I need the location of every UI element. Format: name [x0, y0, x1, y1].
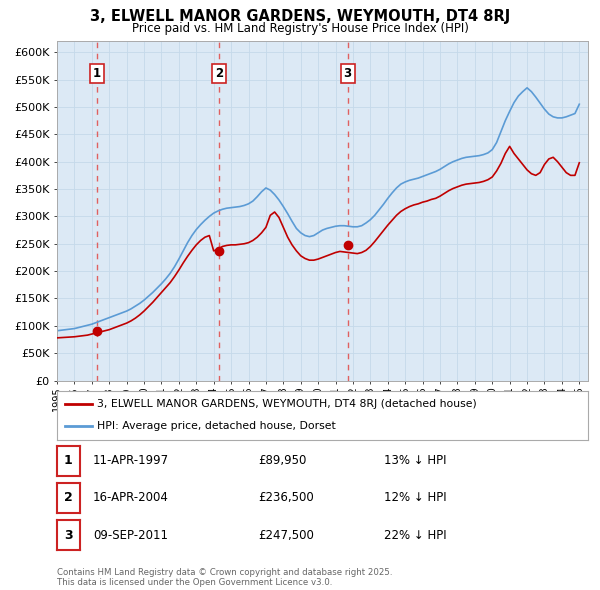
Text: 12% ↓ HPI: 12% ↓ HPI	[384, 491, 446, 504]
Text: 3, ELWELL MANOR GARDENS, WEYMOUTH, DT4 8RJ (detached house): 3, ELWELL MANOR GARDENS, WEYMOUTH, DT4 8…	[97, 399, 476, 409]
Text: 1: 1	[64, 454, 73, 467]
Text: 3: 3	[344, 67, 352, 80]
Text: 16-APR-2004: 16-APR-2004	[93, 491, 169, 504]
Text: £236,500: £236,500	[258, 491, 314, 504]
Text: 22% ↓ HPI: 22% ↓ HPI	[384, 529, 446, 542]
Text: £247,500: £247,500	[258, 529, 314, 542]
Text: 3, ELWELL MANOR GARDENS, WEYMOUTH, DT4 8RJ: 3, ELWELL MANOR GARDENS, WEYMOUTH, DT4 8…	[90, 9, 510, 24]
Text: 09-SEP-2011: 09-SEP-2011	[93, 529, 168, 542]
Text: HPI: Average price, detached house, Dorset: HPI: Average price, detached house, Dors…	[97, 421, 335, 431]
Text: 2: 2	[64, 491, 73, 504]
Text: Price paid vs. HM Land Registry's House Price Index (HPI): Price paid vs. HM Land Registry's House …	[131, 22, 469, 35]
Text: 11-APR-1997: 11-APR-1997	[93, 454, 169, 467]
Text: £89,950: £89,950	[258, 454, 307, 467]
Text: 2: 2	[215, 67, 223, 80]
Text: 3: 3	[64, 529, 73, 542]
Text: 1: 1	[92, 67, 101, 80]
Text: Contains HM Land Registry data © Crown copyright and database right 2025.
This d: Contains HM Land Registry data © Crown c…	[57, 568, 392, 587]
Text: 13% ↓ HPI: 13% ↓ HPI	[384, 454, 446, 467]
